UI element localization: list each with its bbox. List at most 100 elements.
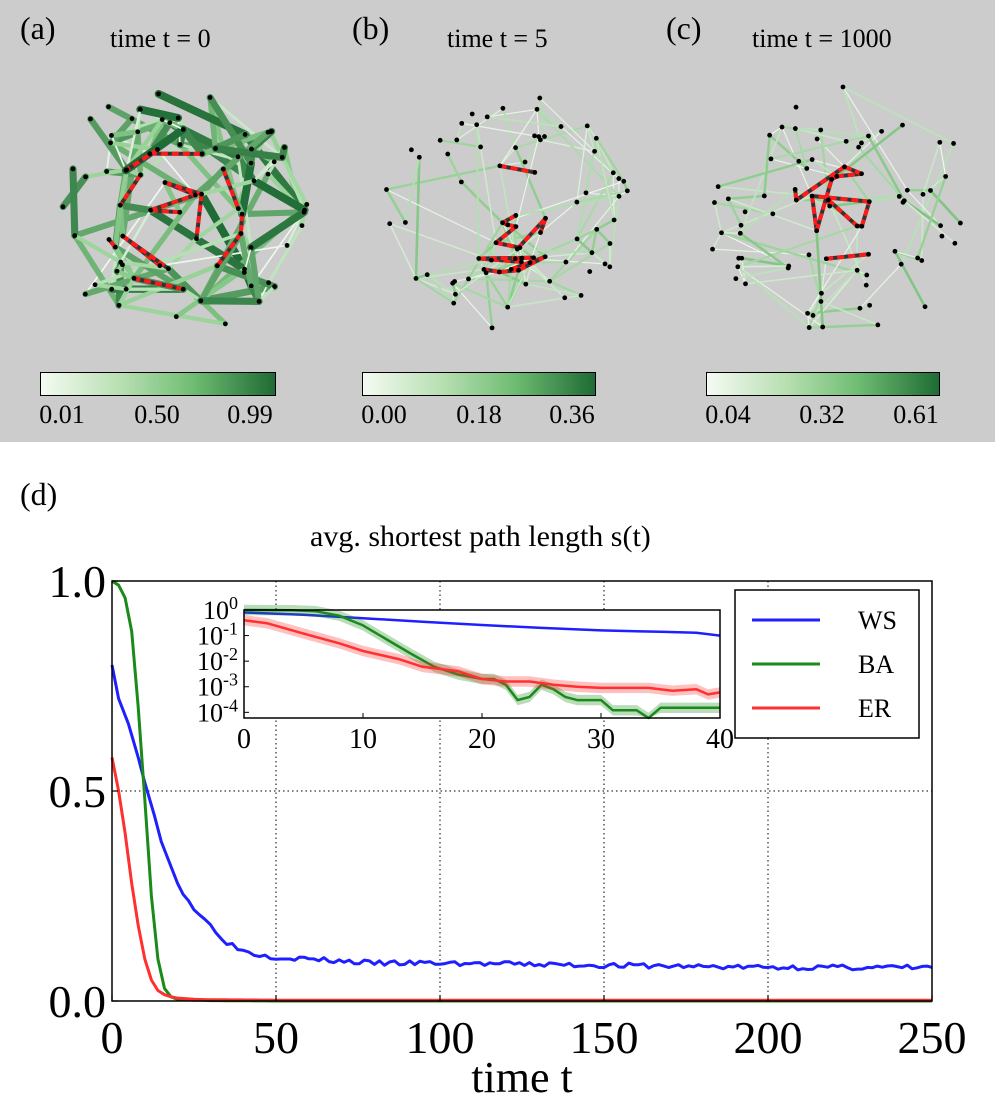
network-node xyxy=(248,283,254,289)
network-node xyxy=(476,256,482,261)
network-node xyxy=(516,267,521,273)
inset-x-tick-label: 10 xyxy=(349,724,377,755)
network-node xyxy=(129,116,135,122)
network-node xyxy=(768,156,774,162)
network-node xyxy=(384,187,389,192)
network-node xyxy=(453,291,458,297)
network-node xyxy=(864,272,870,278)
path-edge xyxy=(499,268,519,274)
inset-line-ba xyxy=(243,608,720,720)
network-node xyxy=(222,321,228,327)
network-edge xyxy=(806,225,863,314)
network-node xyxy=(269,128,274,134)
network-edge xyxy=(711,232,723,250)
network-edge xyxy=(808,269,858,329)
network-edge xyxy=(280,155,309,207)
network-edge xyxy=(194,206,241,241)
network-node xyxy=(88,116,93,122)
network-node xyxy=(235,154,241,160)
network-edge xyxy=(138,142,182,177)
network-edge xyxy=(252,146,286,183)
path-edge xyxy=(859,201,872,227)
inset-line-ws xyxy=(243,611,721,637)
legend: WS BA ER xyxy=(734,589,920,739)
network-edge xyxy=(820,300,879,326)
network-node xyxy=(72,233,78,239)
network-node xyxy=(180,126,186,132)
network-edge xyxy=(920,193,924,262)
network-node xyxy=(120,233,126,239)
network-edge xyxy=(388,222,493,261)
network-edge xyxy=(842,86,955,145)
network-edge xyxy=(208,96,284,159)
network-node xyxy=(610,170,616,176)
network-node xyxy=(779,124,785,130)
network-edge xyxy=(455,122,463,141)
network-edge xyxy=(501,180,625,224)
network-edge xyxy=(426,273,457,296)
network-node xyxy=(493,240,499,246)
network-edge xyxy=(385,188,407,224)
network-node xyxy=(857,305,863,311)
inset-x-tick-label: 40 xyxy=(706,724,734,755)
network-edge xyxy=(72,233,123,265)
network-node xyxy=(809,157,815,162)
network-edge xyxy=(404,156,421,224)
network-edge xyxy=(894,250,919,259)
colorbar-c-tick-mid: 0.32 xyxy=(799,400,845,429)
network-node xyxy=(279,154,285,160)
network-edge xyxy=(451,282,509,309)
network-node xyxy=(513,224,519,229)
colorbar-a-tick-mid: 0.50 xyxy=(134,400,180,429)
network-node xyxy=(159,117,165,122)
network-node xyxy=(106,104,111,110)
network-edge xyxy=(736,265,811,329)
network-node xyxy=(459,120,465,126)
network-edge xyxy=(739,231,790,270)
network-edge xyxy=(514,195,621,217)
network-edge xyxy=(199,178,257,197)
network-edge xyxy=(239,209,308,218)
network-edge xyxy=(770,158,838,177)
network-node xyxy=(879,128,884,134)
colorbar-b xyxy=(362,372,596,396)
network-node xyxy=(70,166,76,172)
network-edge xyxy=(576,137,598,240)
network-node xyxy=(843,138,849,144)
network-node xyxy=(112,244,118,250)
network-edge xyxy=(116,303,228,326)
inset-y-tick-label: 10-4 xyxy=(197,695,238,727)
network-edge xyxy=(815,229,825,329)
network-edge xyxy=(439,139,482,149)
colorbar-b-tick-max: 0.36 xyxy=(549,400,595,429)
network-edge xyxy=(929,189,962,225)
network-edge xyxy=(857,146,906,202)
network-node xyxy=(496,269,502,275)
network-edge xyxy=(595,137,625,183)
network-node xyxy=(915,255,921,261)
network-node xyxy=(83,174,89,180)
network-node xyxy=(92,282,98,288)
network-node xyxy=(248,160,254,166)
network-node xyxy=(242,266,247,272)
path-edge xyxy=(510,254,546,272)
network-node xyxy=(607,241,613,246)
network-edge xyxy=(162,180,183,215)
network-node xyxy=(213,146,218,151)
network-node xyxy=(938,223,943,229)
network-edge xyxy=(414,277,455,305)
network-node xyxy=(266,280,272,286)
network-node xyxy=(818,127,824,133)
network-node xyxy=(767,132,773,138)
network-node xyxy=(825,197,831,203)
path-edge xyxy=(221,168,241,210)
network-node xyxy=(284,243,290,248)
network-edge xyxy=(769,126,783,136)
network-edge xyxy=(744,269,858,285)
network-node xyxy=(616,193,622,199)
network-edge xyxy=(482,268,509,309)
network-node xyxy=(424,272,430,278)
x-tick-label: 200 xyxy=(734,1012,803,1063)
network-edge xyxy=(548,228,598,283)
network-node xyxy=(304,202,310,207)
